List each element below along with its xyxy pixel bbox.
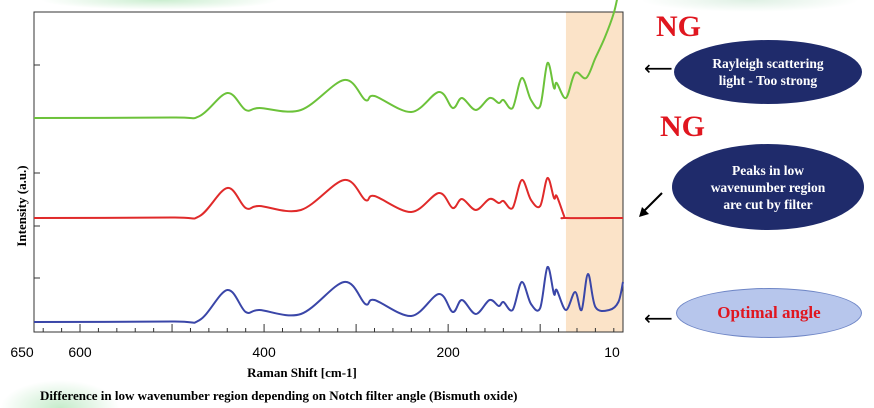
figure-caption: Difference in low wavenumber region depe… <box>40 388 518 403</box>
x-tick-label: 650 <box>10 344 34 360</box>
ng-label-rayleigh: NG <box>656 10 701 43</box>
cut-note-line-1: Peaks in low <box>731 162 804 178</box>
cut-note-line-2: wavenumber region <box>710 179 826 195</box>
series-line-2 <box>33 176 624 220</box>
optimal-angle-label: Optimal angle <box>717 303 821 322</box>
rayleigh-note-line-1: Rayleigh scattering <box>712 56 824 71</box>
ng-label-cut: NG <box>660 110 705 143</box>
arrow-down-left-icon <box>639 192 663 217</box>
cut-note-line-3: are cut by filter <box>723 196 813 212</box>
bottom-left-glow-decoration <box>0 380 120 408</box>
y-axis-label: Intensity (a.u.) <box>14 165 29 246</box>
series-line-3 <box>33 265 624 324</box>
x-tick-labels: 650 600 400 200 10 <box>10 344 620 360</box>
optimal-angle-bubble: Optimal angle <box>676 288 862 338</box>
x-tick-label: 600 <box>68 344 92 360</box>
y-axis-ticks <box>34 64 615 332</box>
cut-note-bubble: Peaks in low wavenumber region are cut b… <box>672 144 864 230</box>
series-group <box>33 0 624 324</box>
x-tick-label: 400 <box>252 344 276 360</box>
x-axis-label: Raman Shift [cm-1] <box>247 365 357 380</box>
filter-cut-region <box>565 12 623 332</box>
top-right-glow-decoration <box>640 0 860 12</box>
rayleigh-note-line-2: light - Too strong <box>718 73 818 88</box>
series-line-1 <box>33 0 618 120</box>
top-glow-decoration <box>40 0 280 10</box>
arrow-left-icon: ⟵ <box>644 306 673 330</box>
plot-frame <box>33 11 624 333</box>
rayleigh-note-bubble: Rayleigh scattering light - Too strong <box>674 40 862 104</box>
arrow-left-icon: ⟵ <box>644 56 673 80</box>
x-tick-label: 200 <box>436 344 460 360</box>
x-tick-label: 10 <box>604 344 620 360</box>
